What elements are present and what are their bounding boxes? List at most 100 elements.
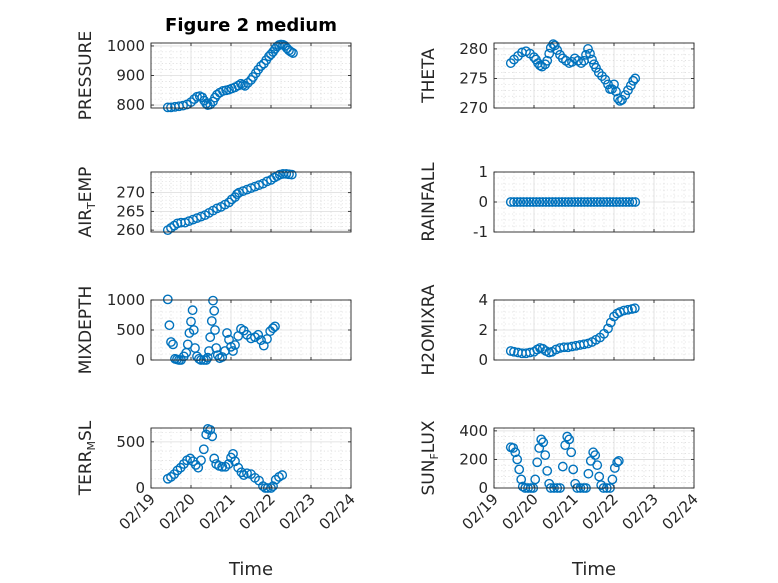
- data-point: [588, 447, 599, 458]
- data-point: [532, 457, 543, 468]
- axes-box: [493, 427, 695, 489]
- x-tick-label: 02/22: [236, 490, 279, 533]
- y-tick-label: 4: [478, 291, 488, 309]
- data-point: [557, 461, 568, 472]
- data-point: [630, 73, 641, 84]
- subplot-h2omixra: 0 2 4 H2OMIXRA: [419, 284, 695, 376]
- y-tick-label: 200: [459, 450, 488, 468]
- data-point: [624, 197, 635, 207]
- data-point: [536, 434, 547, 445]
- data-point: [528, 197, 539, 207]
- data-point: [553, 197, 564, 207]
- data-point: [187, 305, 198, 316]
- y-tick-label: 0: [135, 479, 145, 497]
- y-axis-label-part: F: [428, 453, 441, 459]
- y-axis-label: PRESSURE: [76, 31, 96, 120]
- data-point: [627, 197, 638, 207]
- y-axis-label-part: M: [85, 441, 98, 451]
- y-axis-label: MIXDEPTH: [76, 286, 96, 375]
- data-point: [573, 197, 583, 207]
- data-point: [623, 304, 633, 315]
- data-point: [222, 328, 232, 338]
- data-point: [202, 352, 213, 363]
- data-point: [242, 77, 253, 88]
- data-point: [557, 197, 567, 207]
- data-point: [242, 468, 252, 479]
- data-point: [166, 472, 176, 482]
- data-point: [530, 474, 541, 485]
- x-tick-label: 02/24: [316, 490, 359, 533]
- x-tick-label: 02/23: [619, 490, 662, 533]
- data-point: [562, 431, 573, 442]
- data-point: [623, 85, 633, 96]
- data-point: [205, 332, 216, 343]
- data-point: [583, 468, 594, 479]
- data-point: [178, 100, 188, 111]
- data-point: [535, 60, 545, 71]
- y-axis-label: H2OMIXRA: [419, 284, 439, 375]
- y-axis-label: RAINFALL: [419, 162, 439, 242]
- data-point: [564, 434, 575, 445]
- data-point: [210, 325, 220, 335]
- data-point: [220, 461, 231, 472]
- data-point: [514, 464, 525, 475]
- y-axis-label-part: LUX: [419, 420, 439, 453]
- data-point: [542, 465, 553, 476]
- y-tick-label: 275: [459, 69, 488, 87]
- axes-box: [150, 171, 352, 233]
- axes-box: [150, 427, 352, 489]
- y-tick-label: 500: [116, 433, 145, 451]
- data-point: [550, 197, 561, 207]
- data-point: [587, 54, 597, 65]
- y-tick-label: 265: [116, 202, 145, 220]
- data-point: [224, 334, 234, 345]
- data-point: [547, 197, 558, 207]
- data-point: [601, 197, 612, 207]
- y-tick-label: 400: [459, 422, 488, 440]
- y-tick-label: 0: [135, 351, 145, 369]
- y-tick-label: 1000: [107, 37, 145, 55]
- data-point: [538, 437, 549, 448]
- subplot-theta: 270 275 280 THETA: [419, 39, 695, 117]
- x-tick-label: 02/22: [579, 490, 622, 533]
- data-point: [560, 197, 571, 207]
- data-point: [540, 450, 551, 461]
- data-point: [518, 197, 529, 207]
- data-point: [621, 197, 631, 207]
- data-point: [223, 459, 234, 469]
- data-point: [186, 316, 196, 327]
- data-point: [534, 197, 545, 207]
- data-point: [563, 197, 574, 207]
- y-axis-label-part: SUN: [419, 460, 439, 496]
- data-point: [566, 197, 577, 207]
- data-point: [228, 346, 238, 356]
- data-point: [512, 454, 523, 465]
- data-point: [211, 343, 222, 353]
- subplot-rainfall: -1 0 1 RAINFALL: [419, 162, 695, 242]
- data-point: [162, 294, 173, 305]
- data-point: [607, 474, 618, 485]
- data-point: [544, 48, 555, 59]
- data-point: [609, 463, 620, 473]
- data-point: [236, 323, 246, 334]
- data-point: [208, 295, 218, 306]
- data-point: [525, 197, 535, 207]
- x-tick-label: 02/21: [196, 490, 239, 533]
- data-point: [521, 197, 532, 207]
- x-axis-label-left: Time: [228, 559, 273, 580]
- data-point: [615, 96, 625, 106]
- y-axis-label-part: EMP: [76, 167, 96, 203]
- data-point: [531, 197, 542, 207]
- data-point: [576, 58, 587, 68]
- data-point: [233, 80, 244, 91]
- x-tick-label: 02/20: [156, 490, 199, 533]
- data-point: [612, 457, 623, 468]
- data-point: [270, 321, 280, 332]
- y-tick-label: 800: [116, 96, 145, 114]
- data-point: [230, 340, 240, 350]
- y-axis-label: SUNFLUX: [419, 420, 441, 495]
- data-point: [206, 316, 217, 326]
- data-point: [515, 197, 526, 207]
- data-point: [544, 197, 555, 207]
- data-point: [185, 453, 196, 464]
